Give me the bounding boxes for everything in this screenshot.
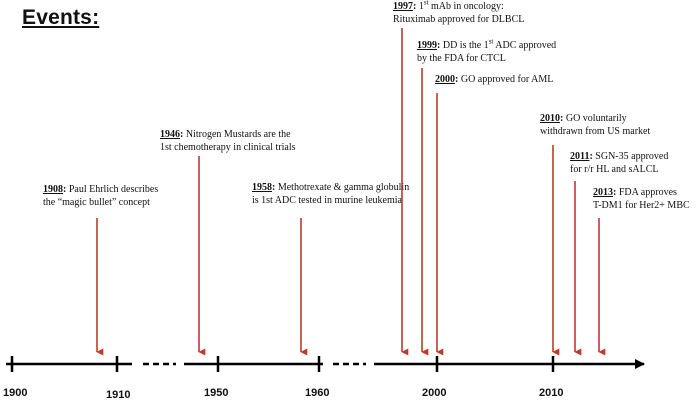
event-text-line: the “magic bullet” concept — [43, 196, 158, 209]
event-text-line: 2010: GO voluntarily — [540, 112, 650, 125]
event-text: Nitrogen Mustards are the — [185, 129, 291, 140]
event-year: 1908 — [43, 184, 63, 195]
event-2010: 2010: GO voluntarily withdrawn from US ma… — [540, 112, 650, 138]
event-text: the “magic bullet” concept — [43, 197, 150, 208]
event-text: 1 — [418, 1, 424, 12]
event-year: 2010 — [540, 113, 560, 124]
tick-label-2000: 2000 — [422, 387, 446, 399]
tick-label-2010: 2010 — [539, 387, 563, 399]
event-year-separator: : — [560, 113, 566, 124]
event-year-separator: : — [180, 129, 186, 140]
event-year-separator: : — [455, 74, 461, 85]
event-text: withdrawn from US market — [540, 126, 651, 137]
event-year: 2011 — [570, 151, 590, 162]
event-text-line: by the FDA for CTCL — [417, 52, 556, 65]
event-year-separator: : — [589, 151, 596, 162]
event-text: 1st chemotherapy in clinical trials — [160, 142, 296, 153]
tick-label-1900: 1900 — [3, 387, 27, 399]
event-text: T-DM1 for Her2+ MBC — [593, 200, 690, 211]
event-text: FDA approves — [618, 187, 677, 198]
event-1997: 1997: 1st mAb in oncology: Rituximab appr… — [393, 0, 524, 26]
event-text: mAb in oncology: — [428, 1, 504, 12]
event-text-line: 1997: 1st mAb in oncology: — [393, 0, 524, 13]
event-text-line: 1999: DD is the 1st ADC approved — [417, 37, 557, 52]
event-text-line: 2000: GO approved for AML — [435, 73, 553, 86]
event-text-superscript: st — [423, 0, 429, 7]
event-year: 1999 — [417, 40, 437, 51]
event-text-line: T-DM1 for Her2+ MBC — [593, 199, 690, 212]
event-year-separator: : — [437, 40, 443, 51]
event-text: Methotrexate & gamma globulin — [277, 182, 410, 193]
event-text: by the FDA for CTCL — [417, 53, 506, 64]
event-text-line: 1908: Paul Ehrlich describes — [43, 183, 158, 196]
event-text: GO approved for AML — [460, 74, 554, 85]
event-text: Paul Ehrlich describes — [68, 184, 159, 195]
event-year-separator: : — [613, 187, 619, 198]
event-text-line: 1st chemotherapy in clinical trials — [160, 141, 296, 154]
event-text-line: Rituximab approved for DLBCL — [393, 13, 524, 26]
tick-label-1910: 1910 — [106, 389, 130, 400]
event-text: SGN-35 approved — [595, 151, 669, 162]
event-text: DD is the 1 — [442, 40, 489, 51]
tick-label-1960: 1960 — [305, 387, 329, 399]
event-1946: 1946: Nitrogen Mustards are the 1st chemo… — [160, 128, 296, 154]
event-year-separator: : — [413, 1, 419, 12]
event-2013: 2013: FDA approves T-DM1 for Her2+ MBC — [593, 186, 690, 212]
event-year: 1946 — [160, 129, 180, 140]
event-text-line: for r/r HL and sALCL — [570, 163, 668, 176]
event-text-line: 1946: Nitrogen Mustards are the — [160, 128, 296, 141]
event-1958: 1958: Methotrexate & gamma globulin is 1s… — [252, 181, 409, 207]
event-text-line: 2013: FDA approves — [593, 186, 690, 199]
event-text: for r/r HL and sALCL — [570, 164, 659, 175]
event-text-line: is 1st ADC tested in murine leukemia — [252, 194, 409, 207]
events-heading: Events: — [22, 6, 100, 29]
event-text: is 1st ADC tested in murine leukemia — [252, 195, 402, 206]
event-year-separator: : — [63, 184, 69, 195]
event-text: ADC approved — [493, 40, 557, 51]
tick-label-1950: 1950 — [204, 387, 228, 399]
event-1999: 1999: DD is the 1st ADC approved by the F… — [417, 37, 557, 65]
event-year: 2013 — [593, 187, 613, 198]
event-year: 1958 — [252, 182, 272, 193]
event-text-line: 2011: SGN-35 approved — [570, 150, 668, 163]
event-2011: 2011: SGN-35 approved for r/r HL and sALC… — [570, 150, 668, 176]
event-text-line: 1958: Methotrexate & gamma globulin — [252, 181, 409, 194]
event-1908: 1908: Paul Ehrlich describes the “magic b… — [43, 183, 158, 209]
event-year: 2000 — [435, 74, 455, 85]
event-year-separator: : — [272, 182, 278, 193]
event-text: Rituximab approved for DLBCL — [393, 14, 525, 25]
event-text-superscript: st — [488, 37, 494, 46]
event-text-line: withdrawn from US market — [540, 125, 650, 138]
event-text: GO voluntarily — [565, 113, 627, 124]
event-year: 1997 — [393, 1, 413, 12]
event-2000: 2000: GO approved for AML — [435, 73, 553, 86]
